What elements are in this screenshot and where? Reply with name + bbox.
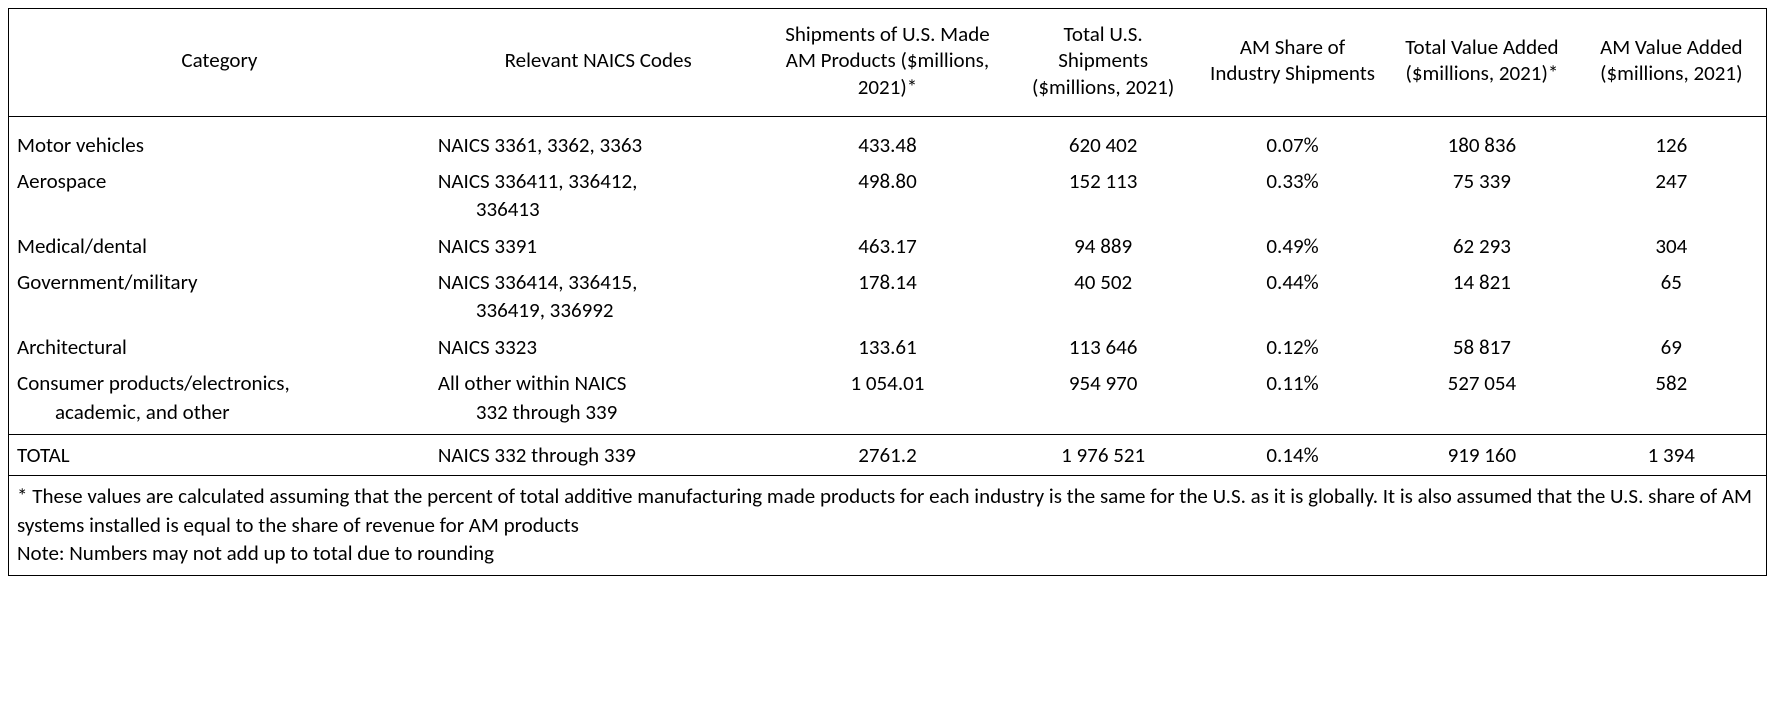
- cell-va-total: 75 339: [1387, 163, 1576, 228]
- naics-text: NAICS 3391: [438, 233, 537, 259]
- cell-va-total: 58 817: [1387, 329, 1576, 365]
- cell-total-ship-am: 2761.2: [766, 434, 1008, 475]
- cell-category: Motor vehicles: [9, 116, 430, 163]
- category-text: Aerospace: [17, 168, 106, 194]
- cell-share: 0.49%: [1198, 228, 1387, 264]
- cell-total-ship-total: 1 976 521: [1008, 434, 1197, 475]
- footnote-line: * These values are calculated assuming t…: [17, 482, 1758, 539]
- cell-category: Consumer products/electronics, academic,…: [9, 365, 430, 434]
- table-total-row: TOTAL NAICS 332 through 339 2761.2 1 976…: [9, 434, 1766, 475]
- col-header-va-am: AM Value Added ($millions, 2021): [1577, 9, 1766, 116]
- cell-va-total: 14 821: [1387, 264, 1576, 329]
- cell-share: 0.44%: [1198, 264, 1387, 329]
- cell-total-va-total: 919 160: [1387, 434, 1576, 475]
- cell-ship-total: 954 970: [1008, 365, 1197, 434]
- col-header-category: Category: [9, 9, 430, 116]
- naics-text: NAICS 3323: [438, 334, 537, 360]
- data-table: Category Relevant NAICS Codes Shipments …: [9, 9, 1766, 475]
- table-body: Motor vehicles NAICS 3361, 3362, 3363 43…: [9, 116, 1766, 475]
- cell-total-va-am: 1 394: [1577, 434, 1766, 475]
- naics-cont-text: 332 through 339: [438, 398, 757, 426]
- table-header: Category Relevant NAICS Codes Shipments …: [9, 9, 1766, 116]
- category-text: Consumer products/electronics,: [17, 370, 290, 396]
- category-cont-text: academic, and other: [17, 398, 420, 426]
- cell-va-total: 527 054: [1387, 365, 1576, 434]
- cell-va-am: 582: [1577, 365, 1766, 434]
- table-row: Government/military NAICS 336414, 336415…: [9, 264, 1766, 329]
- cell-share: 0.07%: [1198, 116, 1387, 163]
- category-text: Government/military: [17, 269, 198, 295]
- cell-ship-am: 133.61: [766, 329, 1008, 365]
- naics-text: NAICS 336411, 336412,: [438, 168, 638, 194]
- cell-va-am: 69: [1577, 329, 1766, 365]
- category-text: Motor vehicles: [17, 132, 144, 158]
- cell-total-share: 0.14%: [1198, 434, 1387, 475]
- cell-naics: NAICS 336411, 336412, 336413: [430, 163, 767, 228]
- am-shipments-table: Category Relevant NAICS Codes Shipments …: [8, 8, 1767, 576]
- cell-category: Aerospace: [9, 163, 430, 228]
- cell-naics: NAICS 3391: [430, 228, 767, 264]
- cell-category: Architectural: [9, 329, 430, 365]
- col-header-ship-am: Shipments of U.S. Made AM Products ($mil…: [766, 9, 1008, 116]
- cell-naics: All other within NAICS 332 through 339: [430, 365, 767, 434]
- cell-ship-total: 40 502: [1008, 264, 1197, 329]
- cell-category: Government/military: [9, 264, 430, 329]
- cell-total-category: TOTAL: [9, 434, 430, 475]
- cell-ship-total: 152 113: [1008, 163, 1197, 228]
- table-row: Motor vehicles NAICS 3361, 3362, 3363 43…: [9, 116, 1766, 163]
- cell-naics: NAICS 336414, 336415, 336419, 336992: [430, 264, 767, 329]
- col-header-ship-total: Total U.S. Shipments ($millions, 2021): [1008, 9, 1197, 116]
- naics-cont-text: 336419, 336992: [438, 296, 757, 324]
- cell-share: 0.33%: [1198, 163, 1387, 228]
- cell-ship-total: 620 402: [1008, 116, 1197, 163]
- table-row: Medical/dental NAICS 3391 463.17 94 889 …: [9, 228, 1766, 264]
- col-header-va-total: Total Value Added ($millions, 2021)*: [1387, 9, 1576, 116]
- cell-ship-total: 94 889: [1008, 228, 1197, 264]
- col-header-naics: Relevant NAICS Codes: [430, 9, 767, 116]
- cell-share: 0.11%: [1198, 365, 1387, 434]
- naics-text: NAICS 336414, 336415,: [438, 269, 638, 295]
- cell-naics: NAICS 3361, 3362, 3363: [430, 116, 767, 163]
- cell-total-naics: NAICS 332 through 339: [430, 434, 767, 475]
- table-row: Consumer products/electronics, academic,…: [9, 365, 1766, 434]
- naics-text: All other within NAICS: [438, 370, 627, 396]
- cell-va-total: 62 293: [1387, 228, 1576, 264]
- table-row: Aerospace NAICS 336411, 336412, 336413 4…: [9, 163, 1766, 228]
- cell-va-total: 180 836: [1387, 116, 1576, 163]
- cell-ship-am: 1 054.01: [766, 365, 1008, 434]
- category-text: Medical/dental: [17, 233, 147, 259]
- cell-ship-total: 113 646: [1008, 329, 1197, 365]
- cell-naics: NAICS 3323: [430, 329, 767, 365]
- col-header-share: AM Share of Industry Shipments: [1198, 9, 1387, 116]
- cell-ship-am: 498.80: [766, 163, 1008, 228]
- cell-share: 0.12%: [1198, 329, 1387, 365]
- category-text: Architectural: [17, 334, 127, 360]
- table-footnotes: * These values are calculated assuming t…: [9, 475, 1766, 575]
- table-row: Architectural NAICS 3323 133.61 113 646 …: [9, 329, 1766, 365]
- cell-va-am: 247: [1577, 163, 1766, 228]
- cell-category: Medical/dental: [9, 228, 430, 264]
- naics-text: NAICS 3361, 3362, 3363: [438, 132, 642, 158]
- naics-cont-text: 336413: [438, 195, 757, 223]
- cell-ship-am: 433.48: [766, 116, 1008, 163]
- cell-va-am: 126: [1577, 116, 1766, 163]
- footnote-line: Note: Numbers may not add up to total du…: [17, 539, 1758, 567]
- cell-va-am: 65: [1577, 264, 1766, 329]
- cell-ship-am: 178.14: [766, 264, 1008, 329]
- cell-va-am: 304: [1577, 228, 1766, 264]
- cell-ship-am: 463.17: [766, 228, 1008, 264]
